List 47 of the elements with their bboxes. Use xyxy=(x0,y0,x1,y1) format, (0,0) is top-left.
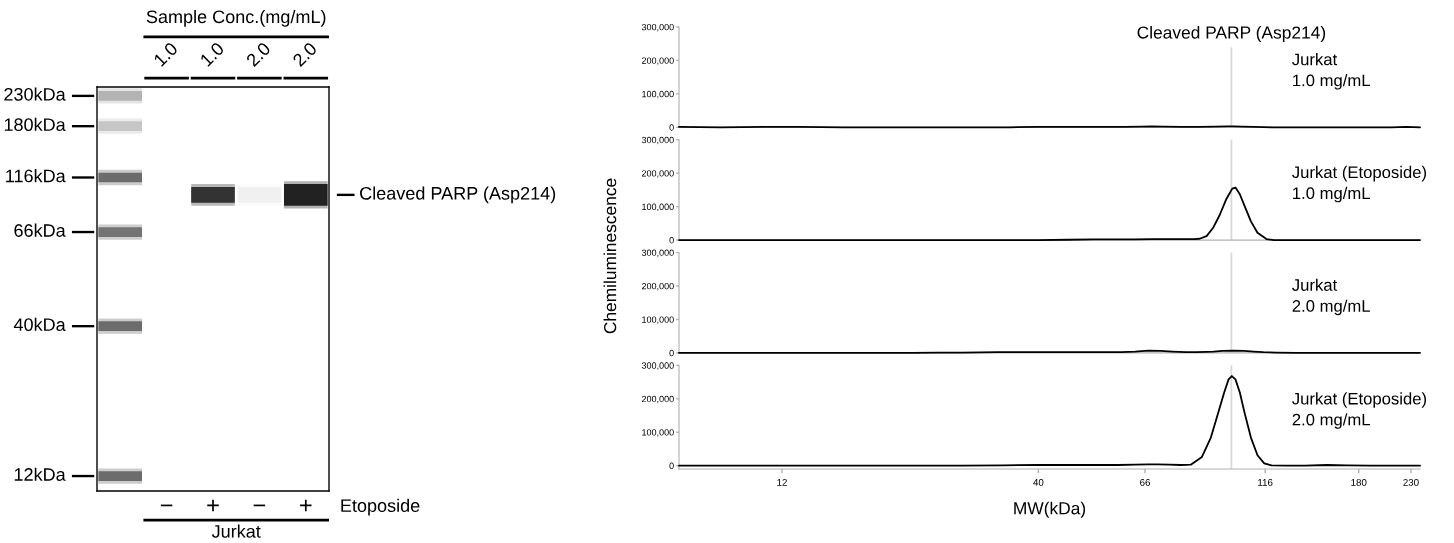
category-label: 2.0 xyxy=(291,41,318,68)
x-tick-label: 116 xyxy=(1258,478,1273,486)
x-tick-label: 12 xyxy=(777,478,787,486)
y-tick-label: 0 xyxy=(669,237,674,244)
x-tick-label: 66 xyxy=(1140,478,1151,486)
text: 40kDa xyxy=(13,317,66,332)
y-tick-label: 100,000 xyxy=(642,316,674,324)
y-tick-label: 100,000 xyxy=(642,90,674,99)
text: 230kDa xyxy=(4,87,66,101)
y-tick-label: 100,000 xyxy=(642,429,674,437)
category-label: 1.0 xyxy=(153,41,179,67)
text: 180kDa xyxy=(4,117,66,132)
text: 116kDa xyxy=(6,169,66,183)
y-tick-label: 300,000 xyxy=(641,249,674,257)
x-axis-title: MW(kDa) xyxy=(1014,501,1086,518)
y-tick-label: 0 xyxy=(669,462,674,470)
text: Jurkat 2.0 mg/mL xyxy=(1292,278,1370,316)
y-tick-label: 0 xyxy=(669,124,674,131)
y-tick-label: 0 xyxy=(669,349,674,357)
text: + xyxy=(207,499,219,512)
y-tick-label: 300,000 xyxy=(641,23,674,32)
y-tick-label: 300,000 xyxy=(641,362,674,370)
y-tick-label: 100,000 xyxy=(642,203,674,212)
text: Etoposide xyxy=(341,498,420,516)
text: Jurkat (Etoposide) 1.0 mg/mL xyxy=(1292,165,1427,203)
category-label: 1.0 xyxy=(199,41,225,67)
x-tick-label: 40 xyxy=(1033,478,1044,486)
y-axis-title: Chemiluminescence xyxy=(603,178,617,334)
text: Sample Conc.(mg/mL) xyxy=(146,9,326,27)
y-tick-label: 200,000 xyxy=(641,282,674,291)
y-tick-label: 200,000 xyxy=(641,170,674,178)
x-tick-label: 180 xyxy=(1351,478,1367,486)
y-tick-label: 200,000 xyxy=(641,57,674,65)
ref-line-label: Cleaved PARP (Asp214) xyxy=(1137,25,1326,43)
text: Cleaved PARP (Asp214) xyxy=(360,186,556,204)
text: Jurkat xyxy=(211,524,261,538)
text: Jurkat (Etoposide) 2.0 mg/mL xyxy=(1292,392,1427,429)
text: 12kDa xyxy=(14,467,66,481)
text: 66kDa xyxy=(14,223,66,237)
text: + xyxy=(300,499,312,512)
y-tick-label: 300,000 xyxy=(641,136,674,145)
text: Jurkat 1.0 mg/mL xyxy=(1292,53,1370,90)
category-label: 2.0 xyxy=(245,41,272,68)
x-tick-label: 230 xyxy=(1403,478,1419,486)
text: − xyxy=(253,504,266,507)
text: − xyxy=(160,504,173,507)
y-tick-label: 200,000 xyxy=(641,395,674,404)
